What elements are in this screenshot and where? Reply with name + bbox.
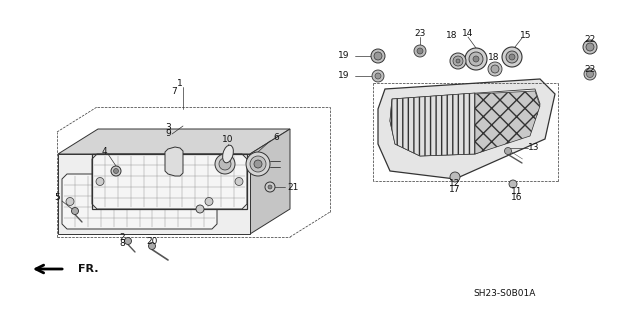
Text: 14: 14 [462,28,474,38]
Circle shape [268,185,272,189]
Circle shape [148,242,156,249]
Text: 13: 13 [528,144,540,152]
Text: 6: 6 [273,133,279,143]
Circle shape [250,156,266,172]
Polygon shape [475,91,540,154]
Circle shape [215,154,235,174]
Circle shape [465,48,487,70]
Text: 22: 22 [584,35,596,44]
Text: 8: 8 [119,239,125,248]
Text: 16: 16 [511,192,523,202]
Polygon shape [62,174,217,229]
Text: 3: 3 [165,122,171,131]
Circle shape [254,160,262,168]
Text: 21: 21 [287,182,299,191]
Circle shape [375,73,381,79]
Circle shape [372,70,384,82]
Text: 17: 17 [449,186,461,195]
Circle shape [113,168,118,174]
Circle shape [111,166,121,176]
Circle shape [586,70,593,78]
Text: 19: 19 [339,51,349,61]
Polygon shape [92,154,247,209]
Text: 5: 5 [54,194,60,203]
Circle shape [196,205,204,213]
Circle shape [586,43,594,51]
Text: FR.: FR. [78,264,99,274]
Polygon shape [390,89,540,156]
Circle shape [417,48,423,54]
Circle shape [506,115,513,122]
Text: 11: 11 [511,187,523,196]
Polygon shape [58,129,290,154]
Text: 4: 4 [101,146,107,155]
Circle shape [235,177,243,186]
Text: 20: 20 [147,236,157,246]
Text: 12: 12 [449,180,461,189]
Text: 7: 7 [171,86,177,95]
Circle shape [246,152,270,176]
Circle shape [584,68,596,80]
Circle shape [491,65,499,73]
Text: 9: 9 [165,129,171,137]
Text: 23: 23 [414,29,426,39]
Text: 2: 2 [119,233,125,241]
Circle shape [96,177,104,186]
Circle shape [509,180,517,188]
Circle shape [504,147,511,154]
Text: 10: 10 [222,136,234,145]
Circle shape [414,45,426,57]
Text: 19: 19 [339,71,349,80]
Polygon shape [390,93,475,156]
Polygon shape [165,147,183,176]
Polygon shape [250,129,290,234]
Circle shape [371,49,385,63]
Ellipse shape [223,145,234,163]
Polygon shape [378,79,555,179]
Circle shape [509,54,515,60]
Text: 18: 18 [488,54,500,63]
Polygon shape [58,154,250,234]
Text: 1: 1 [177,79,183,88]
Circle shape [205,197,213,205]
Circle shape [488,62,502,76]
Circle shape [469,52,483,66]
Circle shape [450,53,466,69]
Circle shape [506,51,518,63]
Circle shape [456,59,460,63]
Circle shape [473,56,479,62]
Circle shape [450,172,460,182]
Circle shape [72,207,79,214]
Text: 18: 18 [446,32,458,41]
Circle shape [125,238,131,244]
Circle shape [583,40,597,54]
Circle shape [502,47,522,67]
Text: 22: 22 [584,64,596,73]
Circle shape [265,182,275,192]
Text: 13: 13 [528,108,540,117]
Circle shape [453,56,463,66]
Circle shape [66,197,74,205]
Circle shape [219,158,231,170]
Text: 15: 15 [520,31,532,40]
Text: SH23-S0B01A: SH23-S0B01A [474,290,536,299]
Circle shape [374,52,382,60]
